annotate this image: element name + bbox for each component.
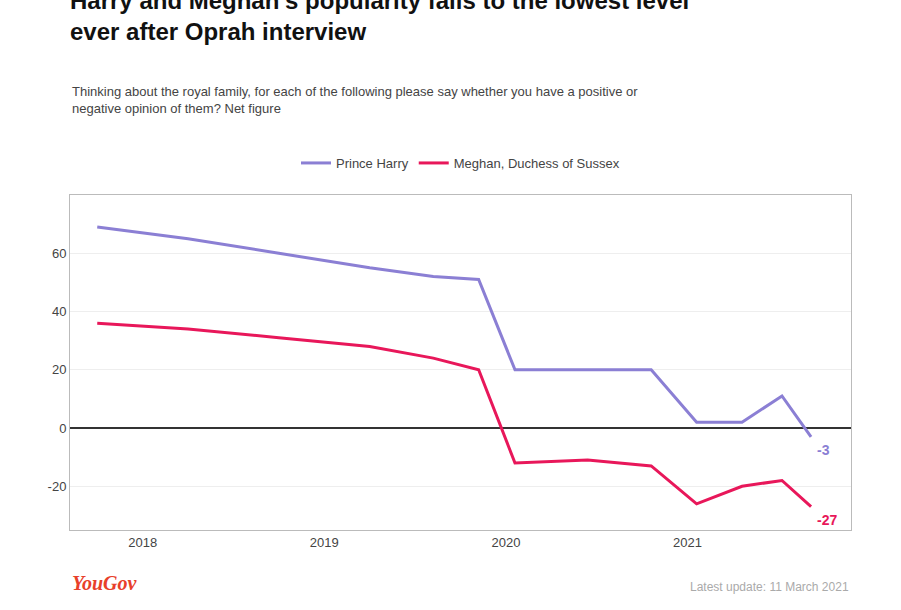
svg-text:Latest update: 11 March 2021: Latest update: 11 March 2021 xyxy=(690,580,849,594)
svg-text:2020: 2020 xyxy=(491,535,520,550)
svg-text:2018: 2018 xyxy=(128,535,157,550)
svg-text:YouGov: YouGov xyxy=(72,572,138,594)
svg-text:Harry and Meghan's popularity: Harry and Meghan's popularity falls to t… xyxy=(70,0,689,45)
svg-text:Thinking about the royal famil: Thinking about the royal family, for eac… xyxy=(72,84,638,116)
svg-text:0: 0 xyxy=(59,421,66,436)
svg-text:20: 20 xyxy=(52,362,66,377)
svg-text:-20: -20 xyxy=(48,479,67,494)
svg-text:40: 40 xyxy=(52,304,66,319)
svg-text:Prince Harry: Prince Harry xyxy=(336,156,409,171)
svg-text:2021: 2021 xyxy=(673,535,702,550)
svg-text:-3: -3 xyxy=(817,442,830,458)
svg-text:Meghan, Duchess of Sussex: Meghan, Duchess of Sussex xyxy=(454,156,620,171)
svg-text:-27: -27 xyxy=(817,512,837,528)
svg-text:60: 60 xyxy=(52,246,66,261)
svg-text:2019: 2019 xyxy=(310,535,339,550)
